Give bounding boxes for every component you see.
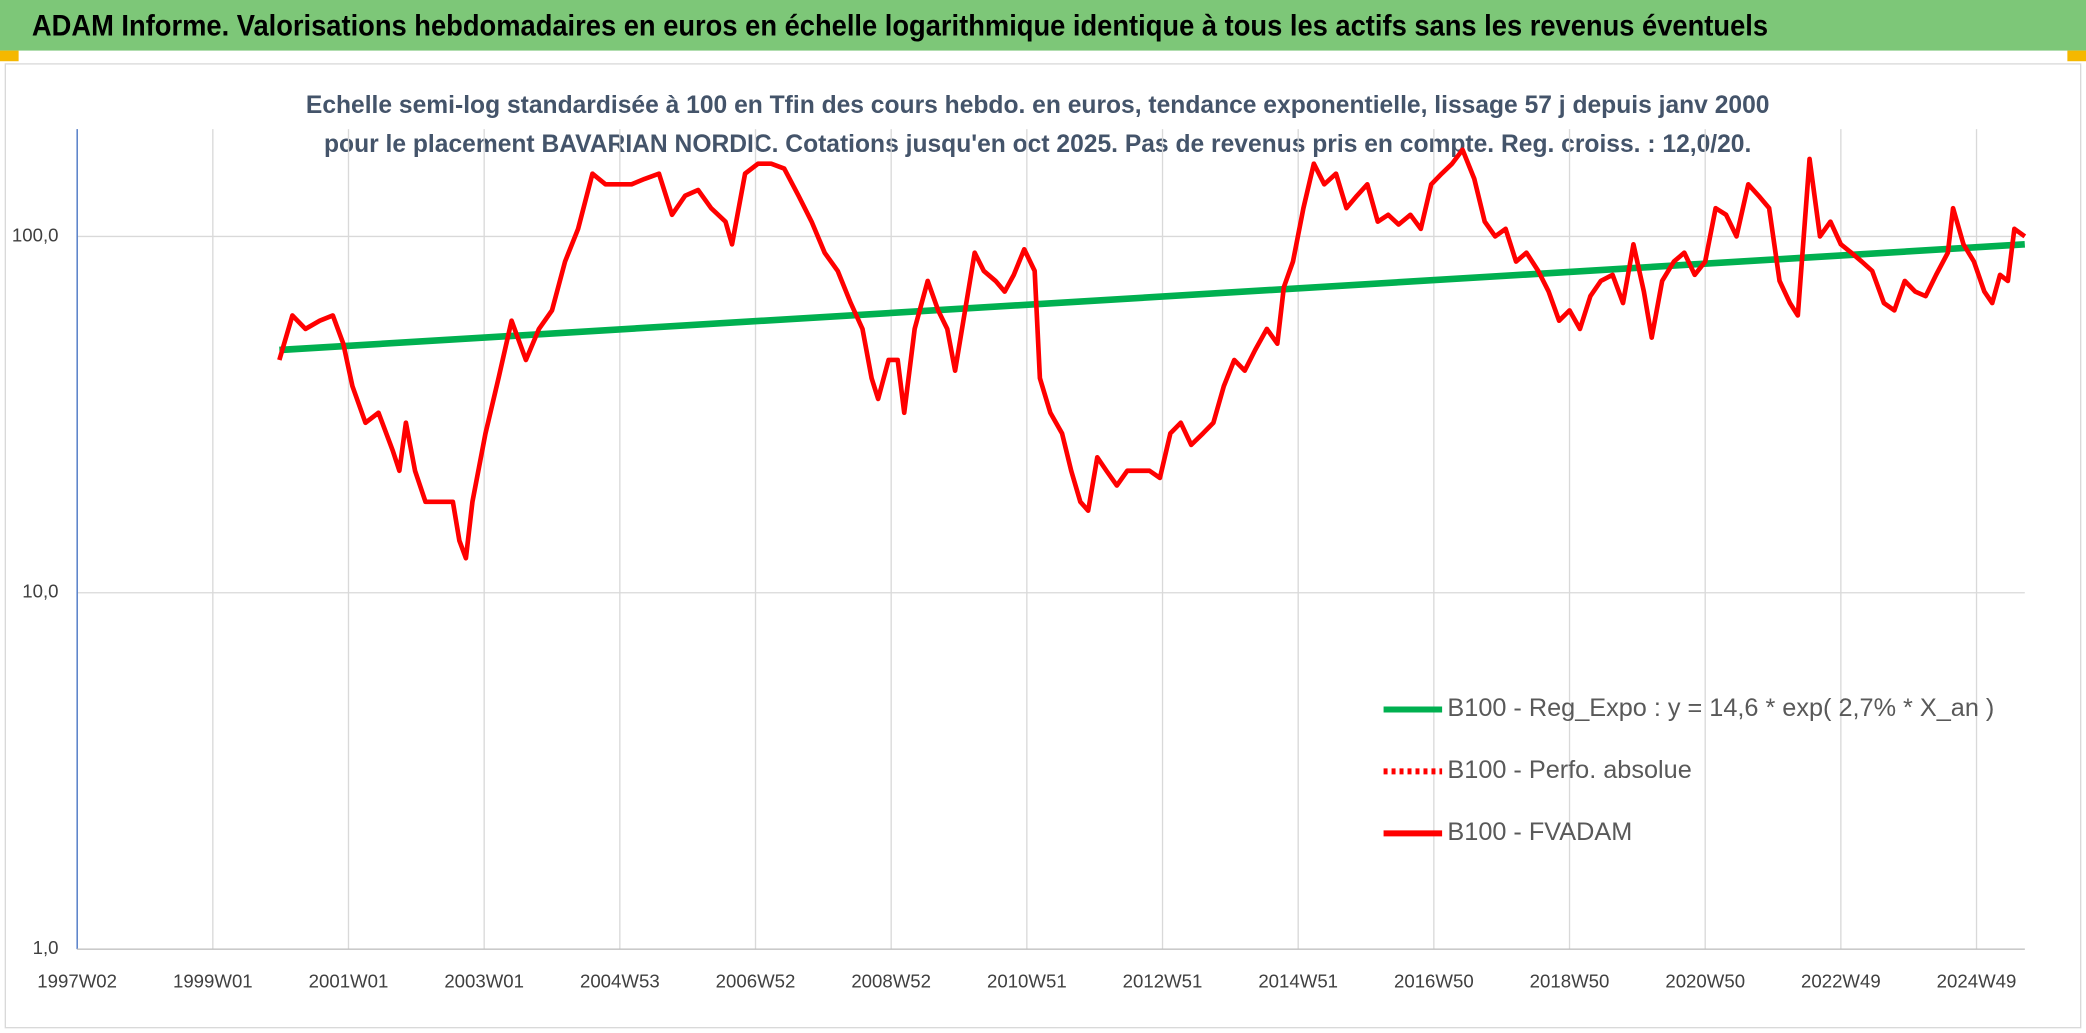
legend-label: B100 - FVADAM <box>1447 818 1632 846</box>
x-tick-label: 2010W51 <box>987 970 1067 991</box>
plot <box>277 147 2027 561</box>
corner-mark <box>0 50 19 62</box>
chart-title: Echelle semi-log standardisée à 100 en T… <box>305 90 1770 158</box>
x-tick-label: 2003W01 <box>444 970 524 991</box>
x-tick-label: 1997W02 <box>37 970 117 991</box>
y-tick-label: 100,0 <box>12 224 59 245</box>
x-tick-label: 2012W51 <box>1123 970 1203 991</box>
x-tick-label: 2006W52 <box>716 970 796 991</box>
legend: B100 - Reg_Expo : y = 14,6 * exp( 2,7% *… <box>1383 694 1994 846</box>
x-tick-label: 2001W01 <box>309 970 389 991</box>
legend-label: B100 - Perfo. absolue <box>1447 756 1691 784</box>
header-title: ADAM Informe. Valorisations hebdomadaire… <box>32 11 1768 43</box>
subtitle-box: Echelle semi-log standardisée à 100 en T… <box>305 90 1770 158</box>
x-tick-label: 2024W49 <box>1937 970 2017 991</box>
x-tick-label: 2004W53 <box>580 970 660 991</box>
series-line <box>279 241 2026 354</box>
x-tick-label: 2018W50 <box>1530 970 1610 991</box>
series-line <box>277 147 2027 561</box>
y-tick-label: 1,0 <box>33 937 59 958</box>
legend-label: B100 - Reg_Expo : y = 14,6 * exp( 2,7% *… <box>1447 694 1994 722</box>
x-tick-label: 2014W51 <box>1258 970 1338 991</box>
x-tick-label: 2020W50 <box>1665 970 1745 991</box>
chart-frame <box>4 63 2082 1029</box>
x-tick-label: 2008W52 <box>851 970 931 991</box>
corner-mark <box>2067 50 2086 62</box>
x-tick-label: 1999W01 <box>173 970 253 991</box>
y-tick-label: 10,0 <box>22 581 58 602</box>
header-bar <box>0 0 2086 51</box>
x-tick-label: 2016W50 <box>1394 970 1474 991</box>
grid: 1,0 10,0 100,0 1997W02 1999W01 2001W01 2003W01… <box>12 129 2025 991</box>
x-tick-label: 2022W49 <box>1801 970 1881 991</box>
